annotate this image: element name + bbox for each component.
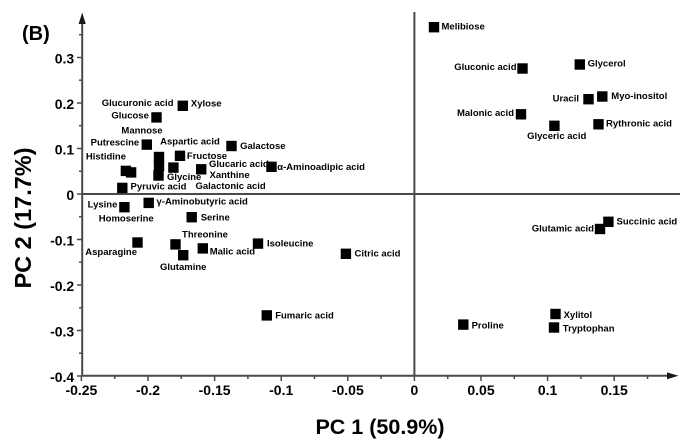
svg-text:Histidine: Histidine xyxy=(86,152,126,163)
svg-text:Glutamine: Glutamine xyxy=(160,262,206,273)
svg-text:Mannose: Mannose xyxy=(121,125,162,136)
svg-text:Asparagine: Asparagine xyxy=(85,247,137,258)
svg-text:Glycerol: Glycerol xyxy=(588,59,626,70)
svg-text:Melibiose: Melibiose xyxy=(442,22,485,33)
svg-text:Glucose: Glucose xyxy=(111,111,149,122)
svg-text:-0.3: -0.3 xyxy=(50,323,74,339)
svg-text:Tryptophan: Tryptophan xyxy=(563,324,615,335)
svg-text:Xylose: Xylose xyxy=(191,98,222,109)
svg-text:PC 1 (50.9%): PC 1 (50.9%) xyxy=(315,415,444,439)
svg-text:0.05: 0.05 xyxy=(467,382,494,398)
svg-text:Isoleucine: Isoleucine xyxy=(267,238,313,249)
svg-text:Serine: Serine xyxy=(201,213,230,224)
svg-text:Glycine: Glycine xyxy=(167,172,201,183)
svg-text:Threonine: Threonine xyxy=(182,230,228,241)
svg-text:-0.2: -0.2 xyxy=(50,278,74,294)
svg-text:0: 0 xyxy=(66,187,74,203)
svg-text:PC 2 (17.7%): PC 2 (17.7%) xyxy=(10,147,36,288)
svg-text:Fructose: Fructose xyxy=(187,151,227,162)
svg-text:Malic acid: Malic acid xyxy=(210,247,256,258)
svg-text:0: 0 xyxy=(411,382,419,398)
svg-text:Aspartic acid: Aspartic acid xyxy=(160,136,220,147)
svg-text:0.1: 0.1 xyxy=(538,382,558,398)
svg-text:Pyruvic acid: Pyruvic acid xyxy=(131,182,187,193)
svg-text:Citric acid: Citric acid xyxy=(355,248,401,259)
svg-text:Glucuronic acid: Glucuronic acid xyxy=(102,98,174,109)
svg-text:Myo-inositol: Myo-inositol xyxy=(611,91,667,102)
svg-text:-0.05: -0.05 xyxy=(332,382,364,398)
svg-text:Malonic acid: Malonic acid xyxy=(457,108,514,119)
svg-text:-0.15: -0.15 xyxy=(199,382,231,398)
svg-text:Fumaric acid: Fumaric acid xyxy=(275,310,334,321)
svg-text:Gluconic acid: Gluconic acid xyxy=(454,62,516,73)
svg-text:Homoserine: Homoserine xyxy=(99,213,154,224)
svg-text:Uracil: Uracil xyxy=(553,94,579,105)
svg-text:Putrescine: Putrescine xyxy=(91,138,140,149)
svg-text:Lysine: Lysine xyxy=(88,199,118,210)
svg-text:α-Aminoadipic acid: α-Aminoadipic acid xyxy=(277,162,365,173)
svg-text:0.2: 0.2 xyxy=(55,96,75,112)
svg-text:-0.1: -0.1 xyxy=(50,232,74,248)
svg-text:Glutamic acid: Glutamic acid xyxy=(532,224,594,235)
svg-text:0.15: 0.15 xyxy=(601,382,628,398)
svg-text:(B): (B) xyxy=(22,23,50,45)
svg-text:Proline: Proline xyxy=(472,320,504,331)
svg-text:-0.2: -0.2 xyxy=(136,382,160,398)
svg-text:Succinic acid: Succinic acid xyxy=(617,217,678,228)
svg-text:γ-Aminobutyric acid: γ-Aminobutyric acid xyxy=(157,197,249,208)
svg-text:Galactose: Galactose xyxy=(240,141,285,152)
svg-text:-0.4: -0.4 xyxy=(50,369,74,385)
svg-text:Xylitol: Xylitol xyxy=(564,310,593,321)
svg-text:Rythronic acid: Rythronic acid xyxy=(606,119,672,130)
svg-text:0.1: 0.1 xyxy=(55,141,75,157)
svg-text:Galactonic acid: Galactonic acid xyxy=(196,181,266,192)
svg-text:-0.25: -0.25 xyxy=(65,382,97,398)
svg-text:Glucaric acid: Glucaric acid xyxy=(209,159,269,170)
svg-text:0.3: 0.3 xyxy=(55,50,75,66)
svg-text:-0.1: -0.1 xyxy=(269,382,293,398)
svg-text:Xanthine: Xanthine xyxy=(210,170,250,181)
svg-text:Glyceric acid: Glyceric acid xyxy=(527,131,586,142)
